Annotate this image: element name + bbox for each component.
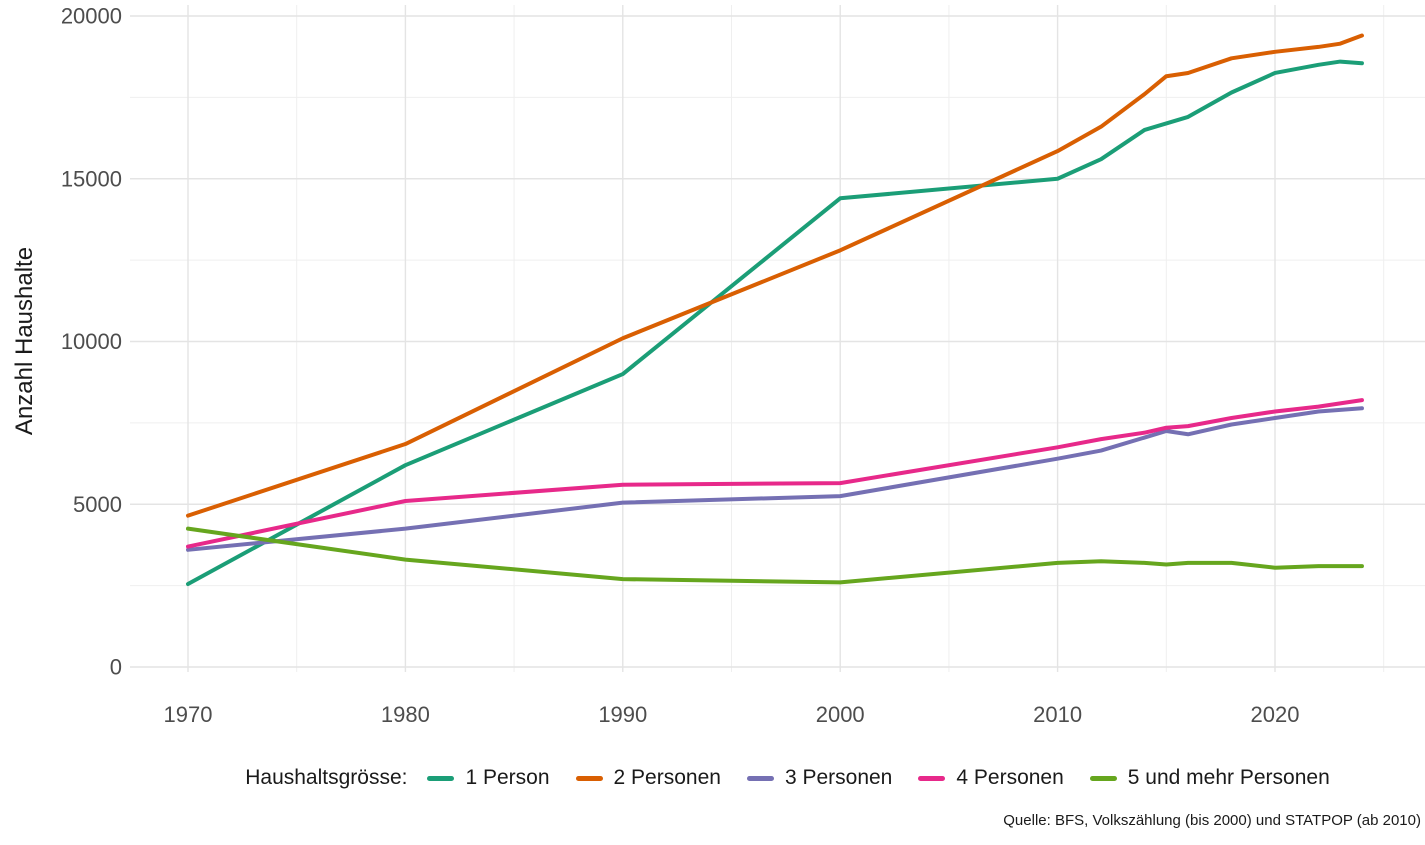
legend-swatch-3-personen xyxy=(746,775,774,781)
legend-label: 2 Personen xyxy=(613,766,721,789)
legend-item-3-personen: 3 Personen xyxy=(746,766,893,790)
x-tick-label: 1990 xyxy=(598,702,647,727)
y-tick-label: 0 xyxy=(110,655,122,680)
y-tick-label: 5000 xyxy=(73,492,122,517)
y-tick-label: 10000 xyxy=(61,329,122,354)
series-line-3-personen xyxy=(186,406,1364,552)
legend-label: 1 Person xyxy=(465,766,550,789)
legend-label: 3 Personen xyxy=(784,766,893,789)
legend-item-5-und-mehr-personen: 5 und mehr Personen xyxy=(1089,766,1330,790)
x-tick-label: 2020 xyxy=(1251,702,1300,727)
line-chart: 0 5000 10000 15000 20000 1970 1980 1990 2000 2010… xyxy=(11,4,1425,727)
x-tick-label: 2010 xyxy=(1033,702,1082,727)
y-tick-label: 20000 xyxy=(61,4,122,29)
legend-swatch-1-person xyxy=(427,775,455,781)
legend: Haushaltsgrösse: 1 Person 2 Personen 3 Per… xyxy=(0,758,1425,798)
gridlines-major xyxy=(130,5,1425,672)
series-line-2-personen xyxy=(186,33,1364,518)
legend-swatch-2-personen xyxy=(575,775,603,781)
x-tick-label: 1970 xyxy=(164,702,213,727)
series-line-1-person xyxy=(186,59,1364,586)
legend-item-2-personen: 2 Personen xyxy=(575,766,721,790)
legend-label: 5 und mehr Personen xyxy=(1127,766,1330,789)
y-axis-tick-labels: 0 5000 10000 15000 20000 xyxy=(61,4,122,680)
source-caption: Quelle: BFS, Volkszählung (bis 2000) und… xyxy=(1003,812,1421,829)
legend-item-1-person: 1 Person xyxy=(427,766,550,790)
legend-swatch-5-und-mehr-personen xyxy=(1089,775,1117,781)
x-tick-label: 1980 xyxy=(381,702,430,727)
y-tick-label: 15000 xyxy=(61,166,122,191)
legend-swatch-4-personen xyxy=(918,775,946,781)
series-line-5-und-mehr-personen xyxy=(186,526,1364,585)
gridlines-minor xyxy=(130,5,1425,672)
y-axis-title: Anzahl Haushalte xyxy=(11,247,38,435)
series-line-4-personen xyxy=(186,398,1364,549)
legend-title: Haushaltsgrösse: xyxy=(245,766,408,789)
x-axis-tick-labels: 1970 1980 1990 2000 2010 2020 xyxy=(164,702,1300,727)
x-tick-label: 2000 xyxy=(816,702,865,727)
legend-label: 4 Personen xyxy=(956,766,1064,789)
legend-item-4-personen: 4 Personen xyxy=(918,766,1064,790)
